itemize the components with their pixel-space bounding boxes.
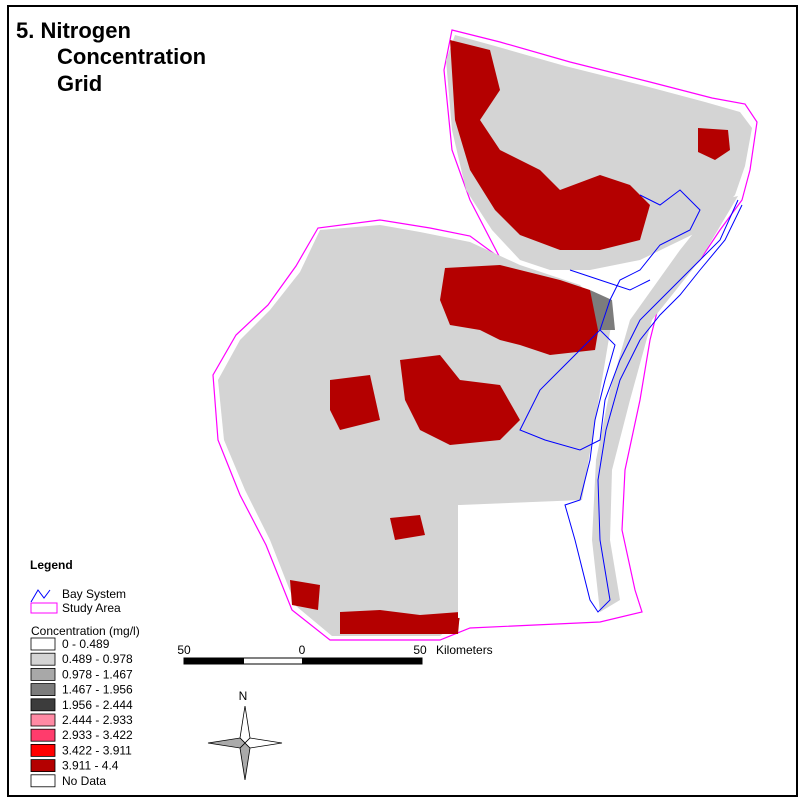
scale-unit: Kilometers [436,643,493,657]
legend-label: 0 - 0.489 [62,637,110,651]
legend-label: No Data [62,774,106,788]
scale-label: 50 [177,643,191,657]
high-concentration [450,40,650,250]
legend-swatch [30,652,56,666]
legend-label: Study Area [62,601,121,615]
legend-subtitle: Concentration (mg/l) [31,624,140,638]
coastal-strip [592,196,738,612]
legend-label: 1.467 - 1.956 [62,683,133,697]
legend-swatch [30,683,56,696]
scale-bar: 50 0 50 Kilometers [177,643,493,665]
legend-swatch [30,744,56,757]
legend-swatch [30,728,56,742]
legend-swatch [30,713,56,727]
high-concentration [390,515,425,540]
high-concentration [290,580,320,610]
medium-concentration [590,290,615,330]
legend-swatch [30,759,56,772]
bay-system [519,189,743,613]
legend-symbol [30,602,58,614]
legend-swatch [30,668,56,681]
legend: Legend Concentration (mg/l) Bay SystemSt… [30,558,140,788]
arrow-point [244,737,283,749]
scale-label: 0 [299,643,306,657]
title: Grid [57,71,102,96]
title: Concentration [57,44,206,69]
legend-swatch [30,637,56,651]
high-concentration [330,375,380,430]
legend-label: 3.911 - 4.4 [62,759,119,773]
legend-label: 0.489 - 0.978 [62,652,133,666]
study-area [212,29,758,641]
high-concentration [340,610,460,634]
scale-bar-segment [184,658,244,664]
legend-symbol [30,589,51,603]
legend-label: Bay System [62,587,126,601]
legend-swatch [30,774,56,788]
no-data [458,505,582,618]
scale-bar-segment [302,658,422,664]
legend-label: 3.422 - 3.911 [62,743,132,757]
scale-label: 50 [413,643,427,657]
legend-label: 2.933 - 3.422 [62,728,133,742]
map [212,29,758,641]
high-concentration [440,265,600,355]
north-label: N [239,689,248,703]
title: 5. Nitrogen [16,18,131,43]
legend-label: 2.444 - 2.933 [62,713,133,727]
north-arrow: N [207,689,283,781]
high-concentration [698,128,730,160]
legend-label: 0.978 - 1.467 [62,667,133,681]
legend-title: Legend [30,558,73,572]
legend-label: 1.956 - 2.444 [62,698,133,712]
legend-swatch [30,698,56,712]
high-concentration [400,355,520,445]
